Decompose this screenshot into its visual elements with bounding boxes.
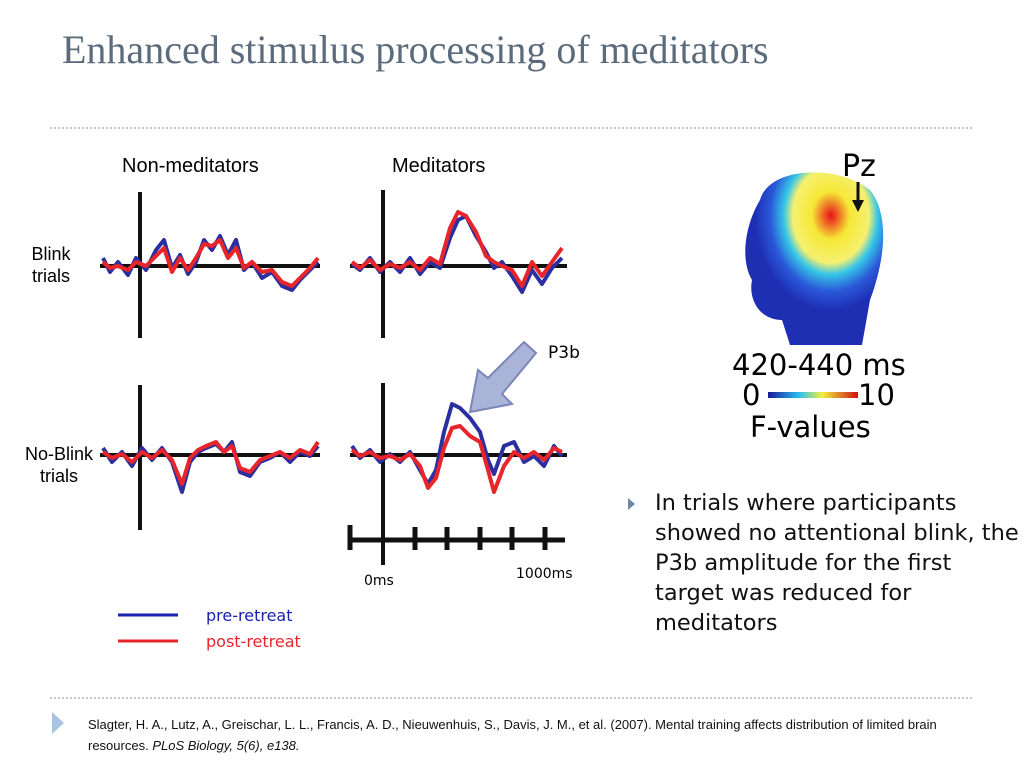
legend-label: post-retreat <box>206 632 301 651</box>
electrode-pointer <box>852 200 864 212</box>
bullet-marker <box>628 498 635 510</box>
divider <box>50 127 972 129</box>
divider <box>50 697 972 699</box>
citation: Slagter, H. A., Lutz, A., Greischar, L. … <box>88 714 988 756</box>
scale-min: 0 <box>742 378 760 412</box>
legend-label: pre-retreat <box>206 606 293 625</box>
column-label: Non-meditators <box>122 155 259 177</box>
time-window: 420-440 ms <box>732 348 906 382</box>
annotation-arrow <box>468 340 538 414</box>
scale-max: 10 <box>858 378 895 412</box>
color-scale <box>768 392 858 398</box>
time-label: 1000ms <box>516 566 573 582</box>
bullet-marker <box>52 712 64 734</box>
citation-text: Slagter, H. A., Lutz, A., Greischar, L. … <box>88 717 937 753</box>
head-map <box>745 172 884 345</box>
scale-label: F-values <box>750 410 871 444</box>
row-label: No-Blink trials <box>24 444 94 486</box>
electrode-label: Pz <box>842 149 876 184</box>
annotation: P3b <box>548 343 580 363</box>
slide-title: Enhanced stimulus processing of meditato… <box>62 27 769 72</box>
time-label: 0ms <box>364 573 394 589</box>
waveforms <box>101 210 564 494</box>
bullet-text: In trials where participants showed no a… <box>655 490 1019 636</box>
citation-journal: PLoS Biology, 5(6), e138. <box>152 738 300 753</box>
column-label: Meditators <box>392 155 486 177</box>
row-label: Blink trials <box>31 244 71 286</box>
